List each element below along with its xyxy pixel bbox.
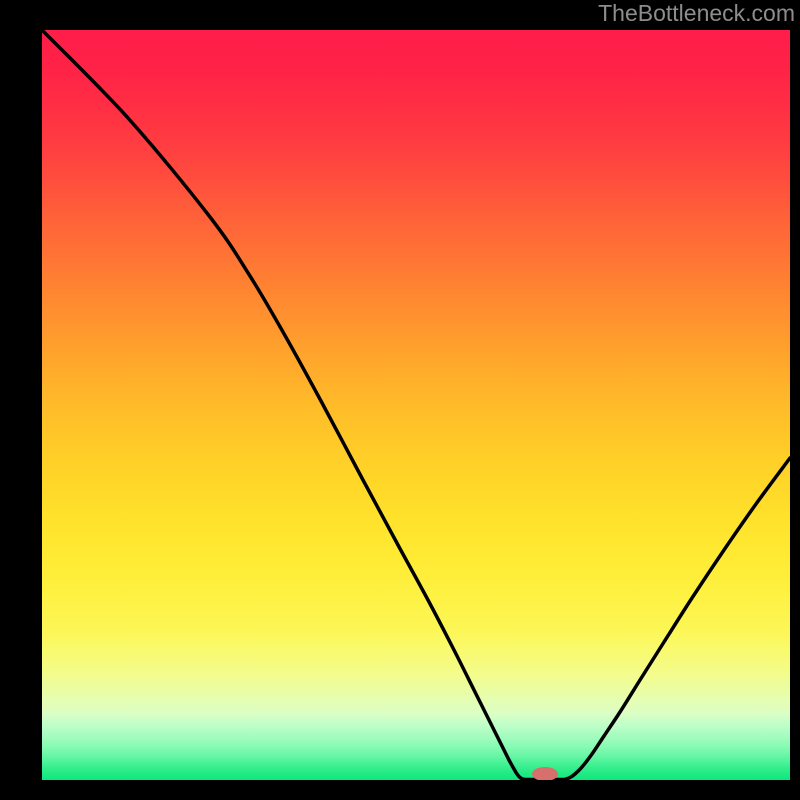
watermark-attribution: TheBottleneck.com [598, 0, 795, 27]
plot-background [42, 30, 790, 780]
bottleneck-curve-chart [0, 0, 800, 800]
chart-frame: TheBottleneck.com [0, 0, 800, 800]
curve-minimum-marker [532, 767, 558, 781]
